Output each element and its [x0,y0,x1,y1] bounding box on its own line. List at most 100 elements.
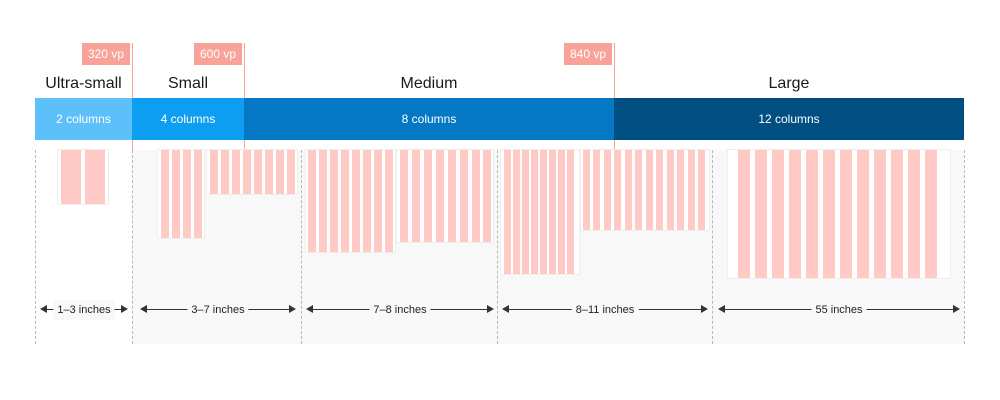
arrow-right-icon [487,305,494,313]
grid-column [172,150,180,238]
grid-column [385,150,393,252]
arrow-left-icon [502,305,509,313]
group-divider [712,150,713,344]
grid-column [593,150,600,230]
arrow-right-icon [701,305,708,313]
grid-column [61,150,81,204]
grid-column [287,150,295,194]
size-range-7-8-inches: 7–8 inches [306,300,494,320]
device-mockup [728,150,950,278]
device-mockup [306,150,395,252]
threshold-flag-320: 320 vp [82,43,130,65]
grid-column [755,150,767,278]
grid-column [614,150,621,230]
grid-column [341,150,349,252]
size-range-label: 55 inches [811,300,866,320]
grid-column [635,150,642,230]
device-mockup [501,150,579,274]
grid-column [504,150,511,274]
columns-bar-small: 4 columns [132,98,244,140]
threshold-flag-840: 840 vp [564,43,612,65]
grid-column [472,150,480,242]
threshold-flag-600: 600 vp [194,43,242,65]
arrow-left-icon [40,305,47,313]
grid-column [667,150,674,230]
device-mockup [581,150,709,230]
group-divider [132,150,133,344]
grid-column [840,150,852,278]
grid-column [531,150,538,274]
grid-column [513,150,520,274]
group-divider [964,150,965,344]
arrow-left-icon [306,305,313,313]
grid-column [374,150,382,252]
grid-column [688,150,695,230]
arrow-left-icon [718,305,725,313]
grid-column [330,150,338,252]
grid-column [698,150,705,230]
columns-bar-ultra-small: 2 columns [35,98,132,140]
breakpoint-name-medium: Medium [244,72,614,96]
grid-column [625,150,632,230]
size-range-label: 3–7 inches [187,300,248,320]
grid-column [646,150,653,230]
grid-column [194,150,202,238]
grid-column [677,150,684,230]
grid-column [891,150,903,278]
grid-column [221,150,229,194]
grid-column [483,150,491,242]
size-range-3-7-inches: 3–7 inches [140,300,296,320]
grid-column [265,150,273,194]
grid-column [656,150,663,230]
grid-column [161,150,169,238]
grid-column [789,150,801,278]
arrow-right-icon [953,305,960,313]
grid-column [772,150,784,278]
grid-column [925,150,937,278]
grid-column [738,150,750,278]
grid-column [319,150,327,252]
group-divider [35,150,36,344]
grid-column [604,150,611,230]
device-mockup [158,150,204,238]
columns-bar-medium: 8 columns [244,98,614,140]
grid-column [308,150,316,252]
grid-column [210,150,218,194]
grid-column [558,150,565,274]
grid-column [448,150,456,242]
group-divider [301,150,302,344]
grid-column [806,150,818,278]
arrow-right-icon [121,305,128,313]
device-mockup [207,150,297,194]
grid-column [460,150,468,242]
grid-column [522,150,529,274]
grid-column [823,150,835,278]
columns-bar-large: 12 columns [614,98,964,140]
grid-column [276,150,284,194]
arrow-right-icon [289,305,296,313]
breakpoint-name-small: Small [132,72,244,96]
grid-column [583,150,590,230]
size-range-label: 7–8 inches [369,300,430,320]
device-mockup [58,150,108,204]
size-range-1-3-inches: 1–3 inches [40,300,128,320]
grid-column [85,150,105,204]
size-range-8-11-inches: 8–11 inches [502,300,708,320]
size-range-55-inches: 55 inches [718,300,960,320]
grid-column [549,150,556,274]
grid-column [183,150,191,238]
size-range-label: 8–11 inches [572,300,639,320]
group-divider [497,150,498,344]
grid-column [424,150,432,242]
grid-column [243,150,251,194]
arrow-left-icon [140,305,147,313]
device-mockup [397,150,493,242]
size-range-label: 1–3 inches [53,300,114,320]
grid-column [436,150,444,242]
grid-column [857,150,869,278]
grid-column [232,150,240,194]
grid-column [400,150,408,242]
grid-column [874,150,886,278]
breakpoint-name-large: Large [614,72,964,96]
